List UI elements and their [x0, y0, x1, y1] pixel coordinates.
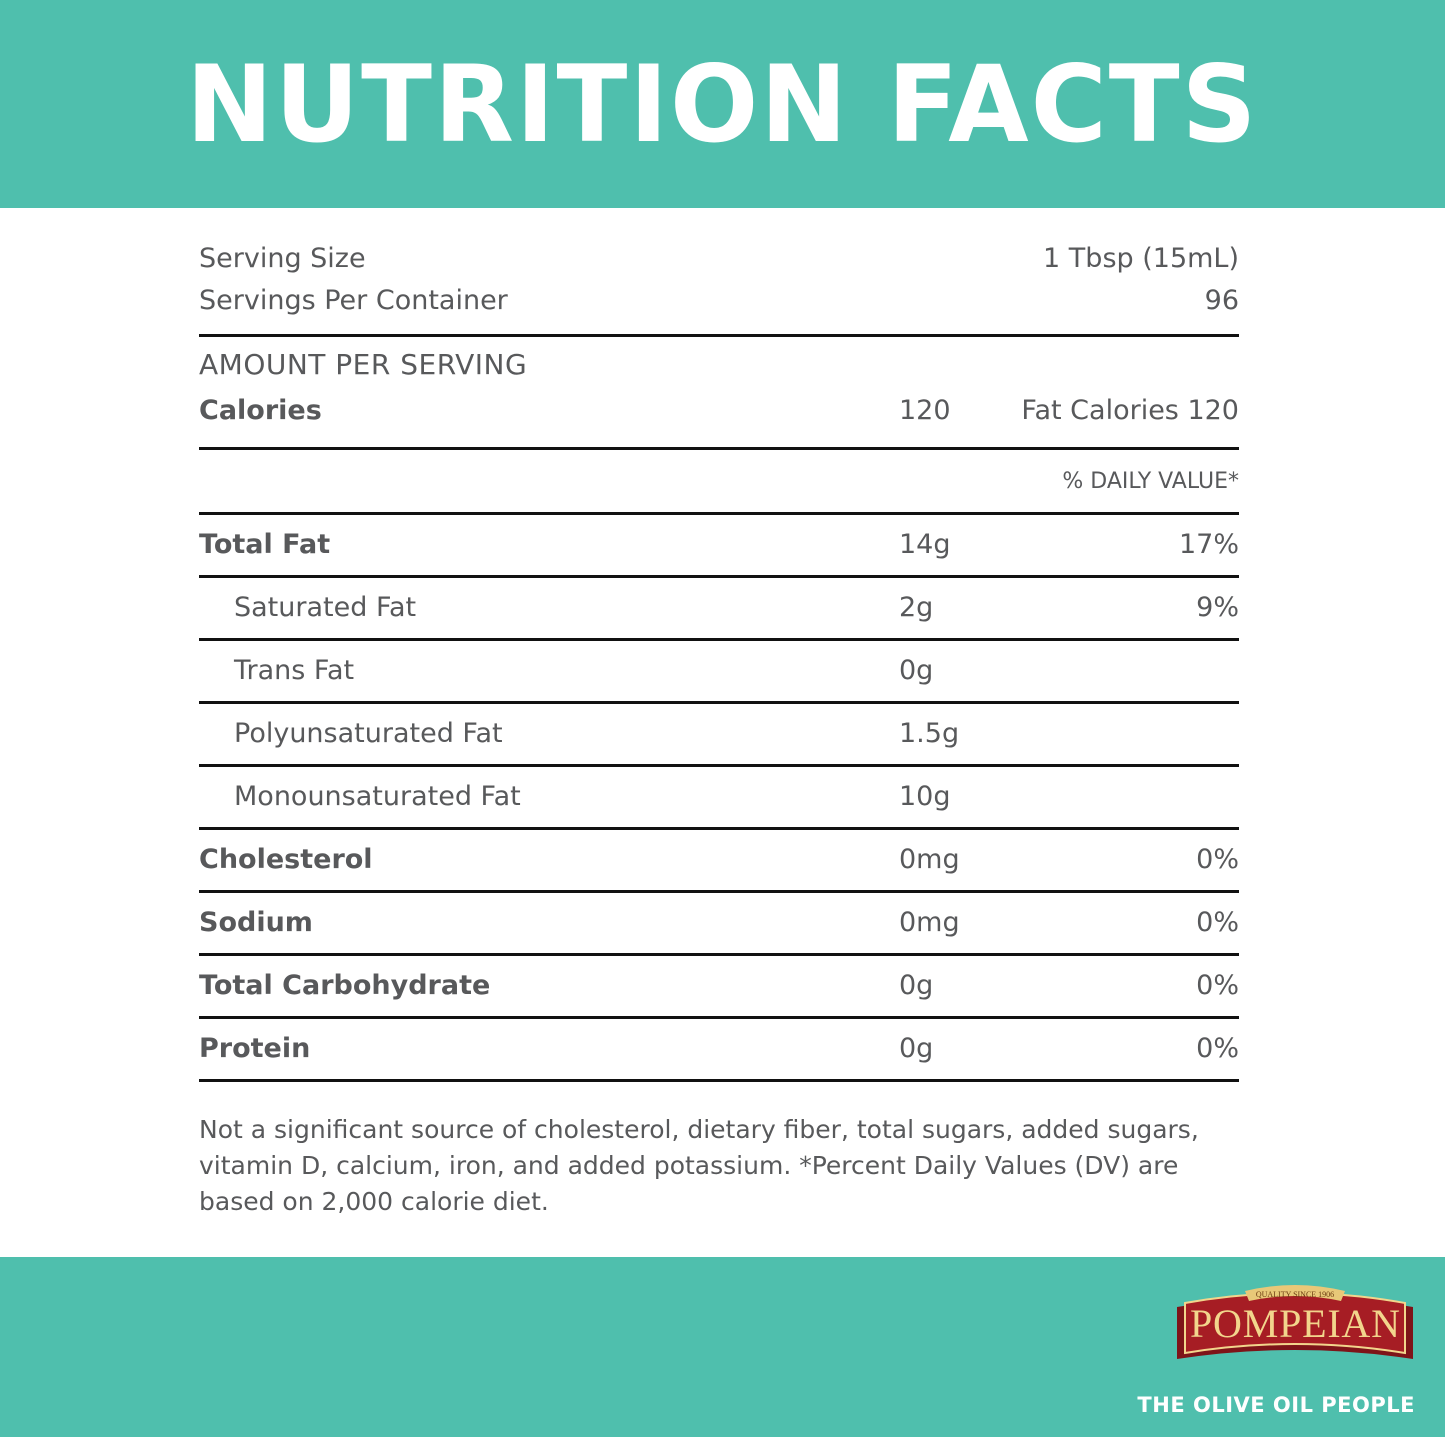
svg-text:POMPEIAN: POMPEIAN [1190, 1301, 1400, 1346]
daily-value-header: % DAILY VALUE* [199, 450, 1239, 515]
brand-tagline: THE OLIVE OIL PEOPLE [1137, 1393, 1415, 1417]
header-banner: NUTRITION FACTS [0, 0, 1445, 208]
nutrient-amount: 0g [899, 655, 934, 686]
nutrient-label: Total Carbohydrate [199, 970, 491, 1001]
footer-banner: QUALITY SINCE 1906 POMPEIAN THE OLIVE OI… [0, 1257, 1445, 1437]
nutrient-amount: 0mg [899, 844, 960, 875]
nutrient-label: Protein [199, 1033, 311, 1064]
serving-size-value: 1 Tbsp (15mL) [1043, 243, 1239, 274]
page-title: NUTRITION FACTS [186, 42, 1259, 166]
nutrient-row: Saturated Fat 2g 9% [199, 578, 1239, 641]
nutrient-daily-value: 0% [1196, 1033, 1239, 1064]
pompeian-logo: QUALITY SINCE 1906 POMPEIAN [1177, 1285, 1413, 1359]
nutrient-label: Total Fat [199, 529, 331, 560]
svg-text:QUALITY SINCE 1906: QUALITY SINCE 1906 [1256, 1290, 1334, 1299]
fat-calories: Fat Calories 120 [1021, 395, 1239, 426]
nutrition-panel: Serving Size 1 Tbsp (15mL) Servings Per … [199, 238, 1239, 1220]
nutrient-row: Total Fat 14g 17% [199, 515, 1239, 578]
nutrient-daily-value: 0% [1196, 844, 1239, 875]
nutrient-daily-value: 17% [1178, 529, 1239, 560]
nutrient-amount: 0mg [899, 907, 960, 938]
amount-per-serving-heading: AMOUNT PER SERVING [199, 348, 528, 381]
nutrient-row: Monounsaturated Fat 10g [199, 767, 1239, 830]
calories-row: Calories 120 Fat Calories 120 [199, 387, 1239, 450]
nutrient-row: Protein 0g 0% [199, 1019, 1239, 1082]
nutrient-label: Saturated Fat [234, 592, 417, 623]
nutrient-amount: 0g [899, 1033, 934, 1064]
nutrient-row: Trans Fat 0g [199, 641, 1239, 704]
nutrient-daily-value: 0% [1196, 970, 1239, 1001]
nutrient-row: Cholesterol 0mg 0% [199, 830, 1239, 893]
nutrient-amount: 2g [899, 592, 934, 623]
nutrient-amount: 14g [899, 529, 951, 560]
nutrient-amount: 10g [899, 781, 951, 812]
nutrient-daily-value: 0% [1196, 907, 1239, 938]
nutrient-row: Sodium 0mg 0% [199, 893, 1239, 956]
nutrient-label: Trans Fat [234, 655, 355, 686]
calories-label: Calories [199, 395, 322, 426]
nutrient-label: Polyunsaturated Fat [234, 718, 503, 749]
calories-value: 120 [899, 395, 951, 426]
nutrient-row: Total Carbohydrate 0g 0% [199, 956, 1239, 1019]
nutrient-row: Polyunsaturated Fat 1.5g [199, 704, 1239, 767]
nutrient-label: Sodium [199, 907, 313, 938]
servings-per-container-label: Servings Per Container [199, 285, 508, 316]
nutrient-label: Monounsaturated Fat [234, 781, 521, 812]
nutrient-daily-value: 9% [1196, 592, 1239, 623]
nutrient-amount: 0g [899, 970, 934, 1001]
serving-size-row: Serving Size 1 Tbsp (15mL) [199, 238, 1239, 280]
serving-size-label: Serving Size [199, 243, 366, 274]
servings-per-container-row: Servings Per Container 96 [199, 280, 1239, 337]
footnote: Not a significant source of cholesterol,… [199, 1115, 1199, 1216]
nutrient-amount: 1.5g [899, 718, 960, 749]
servings-per-container-value: 96 [1204, 285, 1239, 316]
nutrient-label: Cholesterol [199, 844, 373, 875]
